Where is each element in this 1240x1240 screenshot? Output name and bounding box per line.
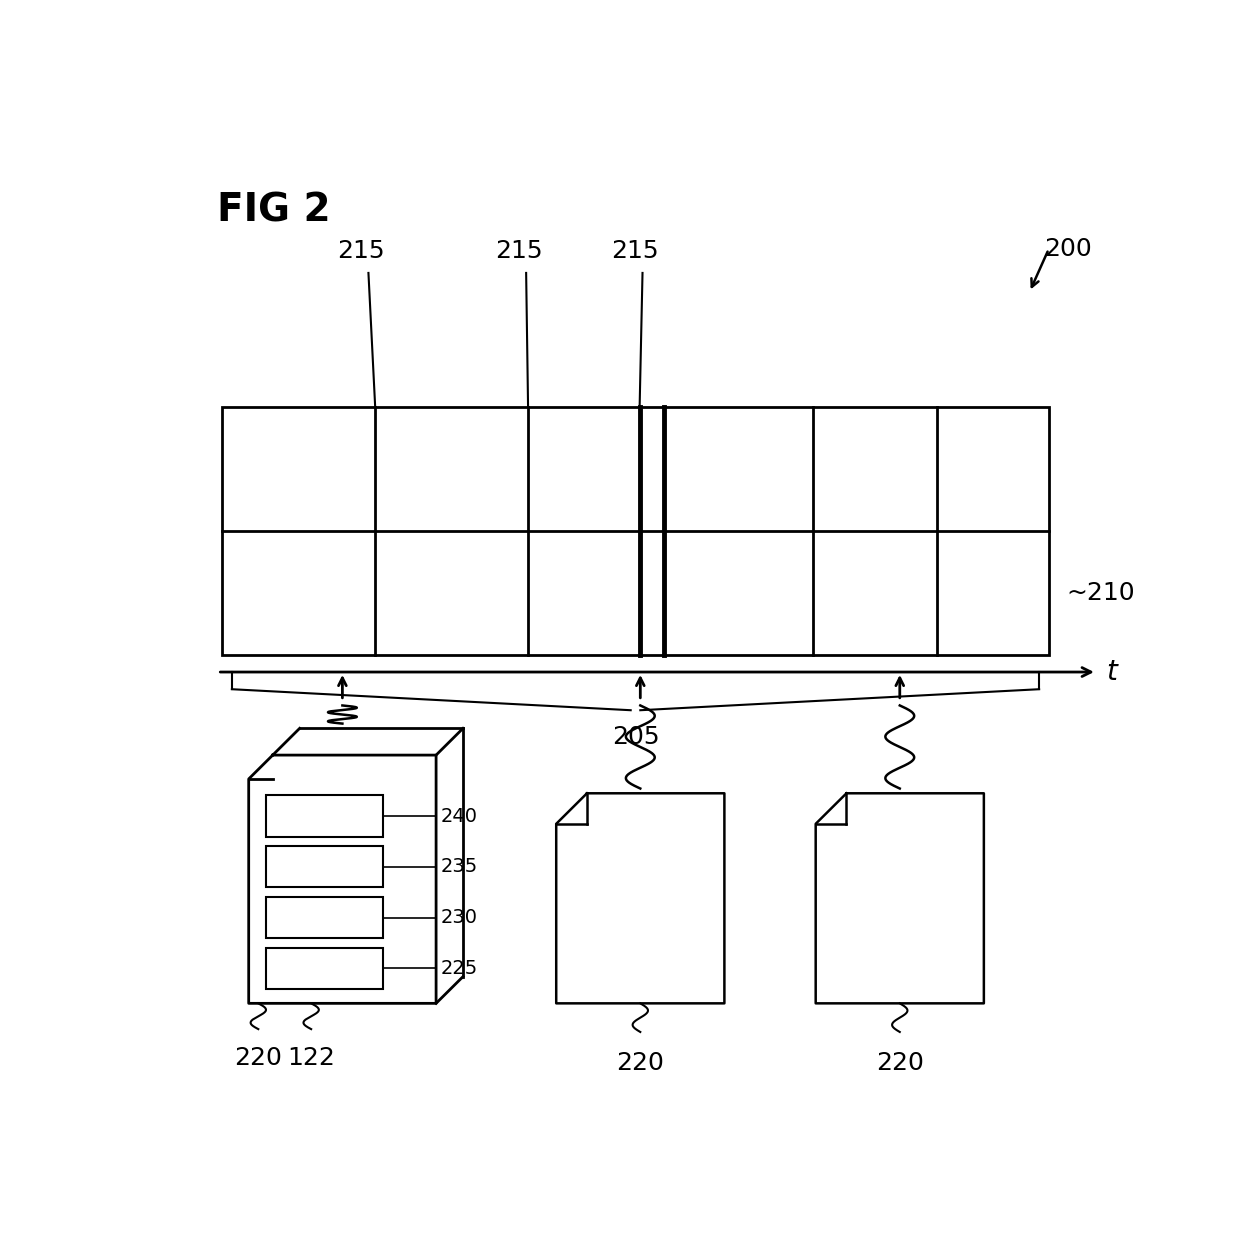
Bar	[267, 846, 383, 888]
Bar	[222, 407, 1049, 655]
Text: FIG 2: FIG 2	[217, 192, 331, 229]
Text: 220: 220	[616, 1052, 665, 1075]
Bar	[267, 795, 383, 837]
Text: 215: 215	[611, 239, 658, 263]
Text: 215: 215	[495, 239, 542, 263]
Text: 215: 215	[337, 239, 384, 263]
Text: 230: 230	[440, 908, 477, 928]
Text: 205: 205	[611, 724, 660, 749]
Text: t: t	[1106, 658, 1117, 686]
Text: 200: 200	[1044, 237, 1091, 262]
Text: 122: 122	[288, 1047, 335, 1070]
Text: ~210: ~210	[1066, 580, 1135, 605]
Text: 240: 240	[440, 806, 477, 826]
Bar	[267, 947, 383, 990]
Text: 220: 220	[875, 1052, 924, 1075]
Text: 235: 235	[440, 857, 477, 877]
Bar	[267, 897, 383, 939]
Text: 220: 220	[234, 1047, 283, 1070]
Text: 225: 225	[440, 959, 477, 978]
